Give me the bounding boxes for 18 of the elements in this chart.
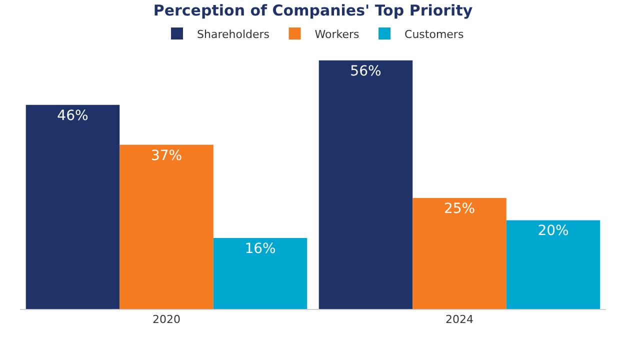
data-label: 37% <box>150 148 182 164</box>
data-label: 56% <box>350 63 382 80</box>
bar <box>213 238 308 309</box>
data-label: 25% <box>444 201 476 218</box>
data-label: 46% <box>57 108 88 124</box>
legend-label: Shareholders <box>197 28 270 41</box>
data-label: 20% <box>538 223 569 240</box>
data-label: 16% <box>244 240 276 257</box>
x-tick-label: 2020 <box>152 313 180 326</box>
legend-label: Workers <box>314 28 360 41</box>
bar <box>412 198 506 309</box>
bar <box>506 220 600 309</box>
bar <box>318 60 413 309</box>
bar <box>26 104 120 309</box>
chart-title: Perception of Companies' Top Priority <box>153 2 473 20</box>
x-tick-label: 2024 <box>446 313 474 326</box>
legend-label: Customers <box>404 28 464 41</box>
bar <box>120 144 214 309</box>
